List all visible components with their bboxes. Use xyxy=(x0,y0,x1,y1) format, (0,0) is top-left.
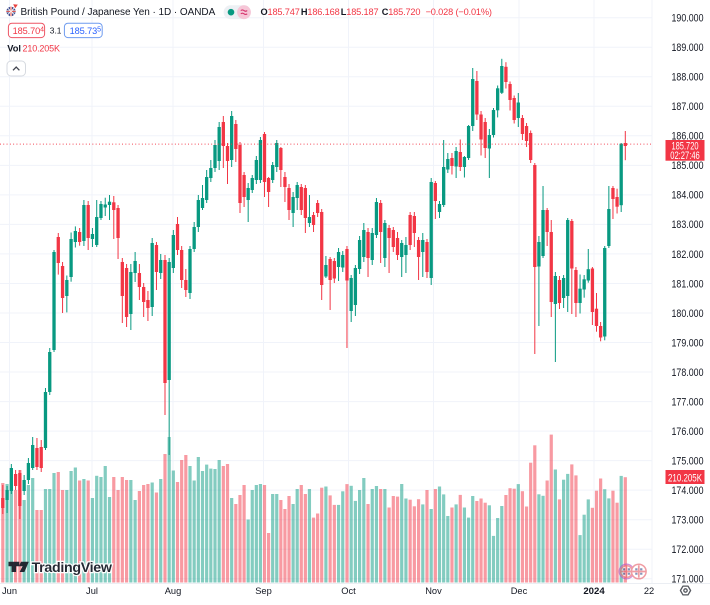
svg-text:186.000: 186.000 xyxy=(672,131,704,143)
svg-text:British Pound / Japanese Yen ·: British Pound / Japanese Yen · 1D · OAND… xyxy=(21,7,216,18)
svg-text:Vol: Vol xyxy=(7,43,21,53)
svg-text:176.000: 176.000 xyxy=(672,426,704,438)
svg-text:184.000: 184.000 xyxy=(672,190,704,202)
svg-text:210.205K: 210.205K xyxy=(23,43,60,53)
svg-text:171.000: 171.000 xyxy=(672,574,704,586)
svg-text:178.000: 178.000 xyxy=(672,367,704,379)
svg-text:180.000: 180.000 xyxy=(672,308,704,320)
svg-text:174.000: 174.000 xyxy=(672,485,704,497)
svg-text:172.000: 172.000 xyxy=(672,544,704,556)
svg-text:3.1: 3.1 xyxy=(50,26,62,36)
svg-text:182.000: 182.000 xyxy=(672,249,704,261)
svg-text:22: 22 xyxy=(644,586,654,596)
svg-text:177.000: 177.000 xyxy=(672,396,704,408)
svg-text:Aug: Aug xyxy=(165,586,182,596)
svg-text:Oct: Oct xyxy=(341,586,356,596)
svg-text:187.000: 187.000 xyxy=(672,101,704,113)
svg-text:190.000: 190.000 xyxy=(672,13,704,25)
svg-text:181.000: 181.000 xyxy=(672,278,704,290)
svg-text:173.000: 173.000 xyxy=(672,515,704,527)
svg-text:2024: 2024 xyxy=(583,586,605,597)
svg-text:C185.720: C185.720 xyxy=(382,7,421,17)
svg-text:Nov: Nov xyxy=(425,586,442,596)
svg-text:185.720: 185.720 xyxy=(672,141,699,153)
svg-text:183.000: 183.000 xyxy=(672,219,704,231)
svg-text:185.704: 185.704 xyxy=(13,26,45,36)
svg-text:175.000: 175.000 xyxy=(672,455,704,467)
svg-text:185.000: 185.000 xyxy=(672,160,704,172)
svg-text:Jul: Jul xyxy=(86,586,98,596)
svg-text:Jun: Jun xyxy=(2,586,17,596)
svg-text:Sep: Sep xyxy=(255,586,272,596)
svg-text:O185.747: O185.747 xyxy=(261,7,300,17)
svg-text:−0.028 (−0.01%): −0.028 (−0.01%) xyxy=(426,7,492,17)
svg-text:188.000: 188.000 xyxy=(672,72,704,84)
svg-text:H186.168: H186.168 xyxy=(301,7,340,17)
svg-text:210.205K: 210.205K xyxy=(668,472,703,484)
svg-text:02:27:46: 02:27:46 xyxy=(670,150,700,162)
svg-text:Dec: Dec xyxy=(511,586,528,596)
svg-text:179.000: 179.000 xyxy=(672,337,704,349)
svg-text:185.735: 185.735 xyxy=(70,26,102,36)
svg-text:L185.187: L185.187 xyxy=(341,7,379,17)
svg-text:189.000: 189.000 xyxy=(672,42,704,54)
svg-text:TradingView: TradingView xyxy=(32,560,113,576)
